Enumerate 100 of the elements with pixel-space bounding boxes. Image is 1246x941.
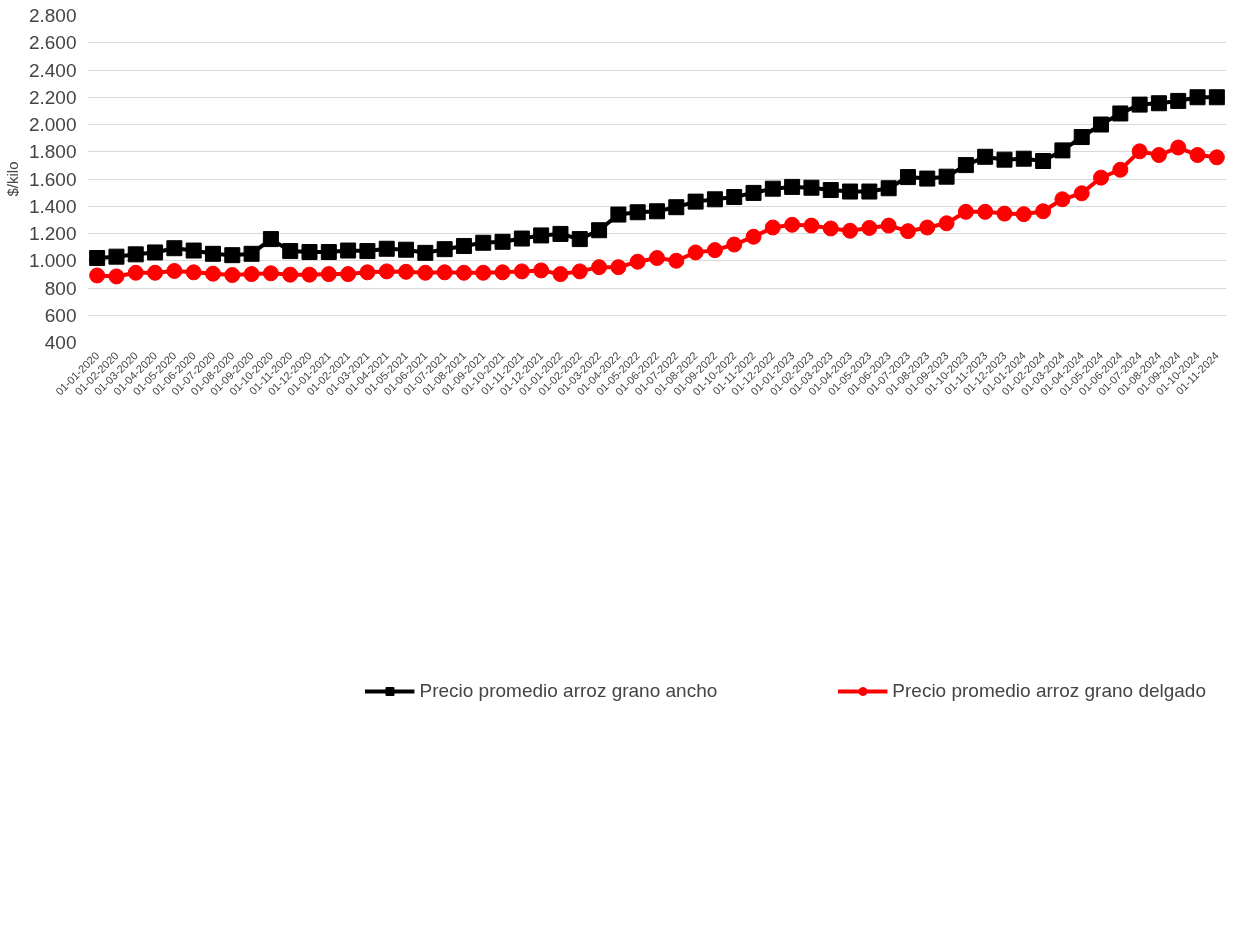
point xyxy=(996,151,1013,168)
point xyxy=(1131,96,1148,113)
point xyxy=(204,265,221,282)
point xyxy=(1015,150,1032,167)
point xyxy=(224,247,241,264)
point xyxy=(1208,89,1225,106)
point xyxy=(359,243,376,260)
point xyxy=(1150,95,1167,112)
point xyxy=(706,191,723,208)
point xyxy=(822,182,839,199)
point xyxy=(822,220,839,237)
point xyxy=(957,203,974,220)
point xyxy=(147,244,164,261)
point xyxy=(938,215,955,232)
point xyxy=(1073,129,1090,146)
point xyxy=(803,179,820,196)
point xyxy=(513,263,530,280)
point xyxy=(378,240,395,257)
point xyxy=(1015,206,1032,223)
point xyxy=(127,246,144,263)
point xyxy=(1054,142,1071,159)
point xyxy=(1208,149,1225,166)
legend-label: Precio promedio arroz grano ancho xyxy=(419,680,718,702)
point xyxy=(687,193,704,210)
point xyxy=(475,264,492,281)
y-tick-label: 1.200 xyxy=(28,223,77,244)
point xyxy=(552,225,569,242)
point xyxy=(861,183,878,200)
point xyxy=(957,157,974,174)
point xyxy=(726,236,743,253)
point xyxy=(687,244,704,261)
point xyxy=(591,222,608,239)
point xyxy=(475,234,492,251)
point xyxy=(571,263,588,280)
point xyxy=(494,264,511,281)
point xyxy=(1150,147,1167,164)
point xyxy=(803,217,820,234)
point xyxy=(842,183,859,200)
point xyxy=(649,250,665,267)
point xyxy=(610,259,627,276)
point xyxy=(919,219,936,236)
point xyxy=(436,264,453,281)
point xyxy=(668,199,685,216)
y-tick-label: 400 xyxy=(44,332,77,353)
point xyxy=(745,184,762,201)
point xyxy=(262,231,279,248)
point xyxy=(436,241,453,258)
point xyxy=(1073,185,1090,202)
point xyxy=(1054,191,1071,208)
point xyxy=(455,238,472,255)
point xyxy=(649,203,665,220)
point xyxy=(1189,147,1206,164)
point xyxy=(784,178,801,195)
point xyxy=(89,267,106,284)
point xyxy=(784,216,801,233)
point xyxy=(243,245,260,262)
point xyxy=(224,267,241,284)
point xyxy=(977,148,994,165)
y-tick-label: 600 xyxy=(44,304,77,326)
point xyxy=(591,259,608,276)
y-tick-label: 2.000 xyxy=(28,114,77,135)
y-tick-label: 2.200 xyxy=(28,86,77,108)
point xyxy=(1035,153,1052,170)
point xyxy=(745,228,762,245)
point xyxy=(282,266,299,283)
point xyxy=(455,264,472,281)
point xyxy=(1093,169,1110,186)
point xyxy=(1093,116,1110,133)
point xyxy=(899,169,916,186)
y-tick-label: 2.400 xyxy=(28,59,77,81)
point xyxy=(378,263,395,280)
point xyxy=(108,268,125,285)
point xyxy=(842,222,859,239)
point xyxy=(977,203,994,220)
point xyxy=(320,266,337,283)
legend-label: Precio promedio arroz grano delgado xyxy=(892,680,1206,702)
point xyxy=(764,219,781,236)
point xyxy=(919,170,936,187)
point xyxy=(166,240,183,257)
point xyxy=(359,264,376,281)
point xyxy=(1170,139,1187,156)
point xyxy=(417,264,434,281)
point xyxy=(938,168,955,185)
y-tick-label: 1.600 xyxy=(28,168,77,190)
point xyxy=(571,231,588,248)
point xyxy=(668,252,685,269)
point xyxy=(301,266,318,283)
point xyxy=(861,219,878,236)
y-tick-label: 1.000 xyxy=(28,250,77,272)
point xyxy=(552,266,569,283)
point xyxy=(166,262,183,279)
point xyxy=(533,262,550,279)
point xyxy=(494,233,511,250)
point xyxy=(880,180,897,197)
point xyxy=(108,248,125,265)
point xyxy=(340,242,357,259)
point xyxy=(726,188,743,205)
point xyxy=(204,245,221,262)
y-tick-label: 1.400 xyxy=(28,195,77,217)
point xyxy=(764,180,781,197)
